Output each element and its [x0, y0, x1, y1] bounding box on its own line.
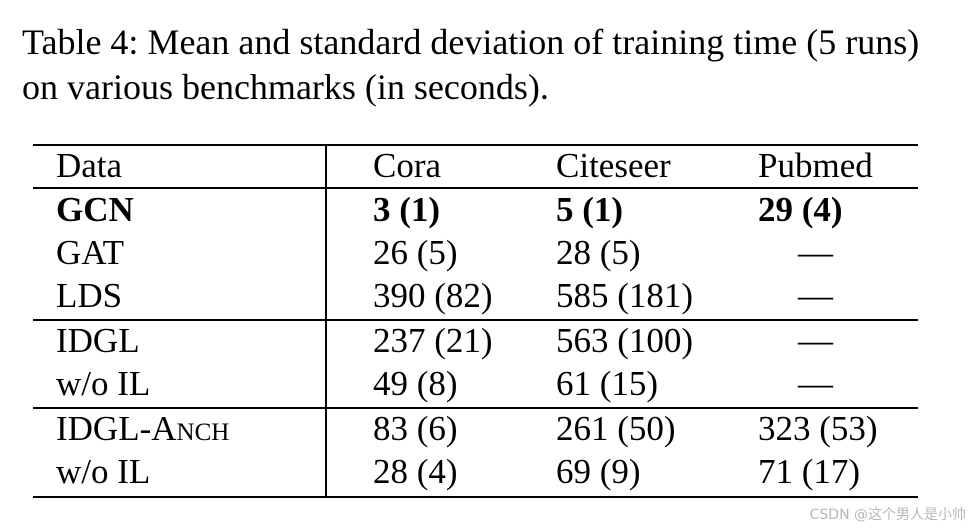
- header-rule: [33, 187, 918, 189]
- header-cell: Citeseer: [556, 146, 671, 185]
- cell: 49 (8): [373, 364, 458, 403]
- cell: 261 (50): [556, 409, 676, 448]
- cell: 585 (181): [556, 276, 694, 315]
- bottom-rule: [33, 496, 918, 498]
- caption: Table 4: Mean and standard deviation of …: [22, 22, 920, 107]
- cell: 563 (100): [556, 321, 694, 360]
- cell: 28 (5): [556, 233, 641, 272]
- watermark: CSDN @这个男人是小帅: [809, 507, 966, 523]
- cell: 26 (5): [373, 233, 458, 272]
- cell: 61 (15): [556, 364, 659, 403]
- cell: 83 (6): [373, 409, 458, 448]
- header-cell: Cora: [373, 146, 442, 185]
- cell: 71 (17): [758, 452, 861, 491]
- cell: 69 (9): [556, 452, 641, 491]
- cell: —: [798, 364, 833, 403]
- row-label: LDS: [56, 276, 123, 315]
- cell: 390 (82): [373, 276, 493, 315]
- header-cell: Data: [56, 146, 123, 185]
- row-label: w/o IL: [56, 452, 151, 491]
- cell: 3 (1): [373, 190, 441, 229]
- cell: —: [798, 321, 833, 360]
- cell: 237 (21): [373, 321, 493, 360]
- row-label: w/o IL: [56, 364, 151, 403]
- row-label: GAT: [56, 233, 125, 272]
- cell: —: [798, 233, 833, 272]
- header-cell: Pubmed: [758, 146, 873, 185]
- row-label: IDGL: [56, 321, 140, 360]
- top-rule: [33, 144, 918, 146]
- cell: —: [798, 276, 833, 315]
- group-rule: [33, 407, 918, 409]
- column-rule: [325, 145, 327, 498]
- cell: 323 (53): [758, 409, 878, 448]
- row-label: GCN: [56, 190, 134, 229]
- row-label: IDGL-Anch: [56, 409, 230, 448]
- group-rule: [33, 319, 918, 321]
- cell: 29 (4): [758, 190, 843, 229]
- cell: 5 (1): [556, 190, 624, 229]
- cell: 28 (4): [373, 452, 458, 491]
